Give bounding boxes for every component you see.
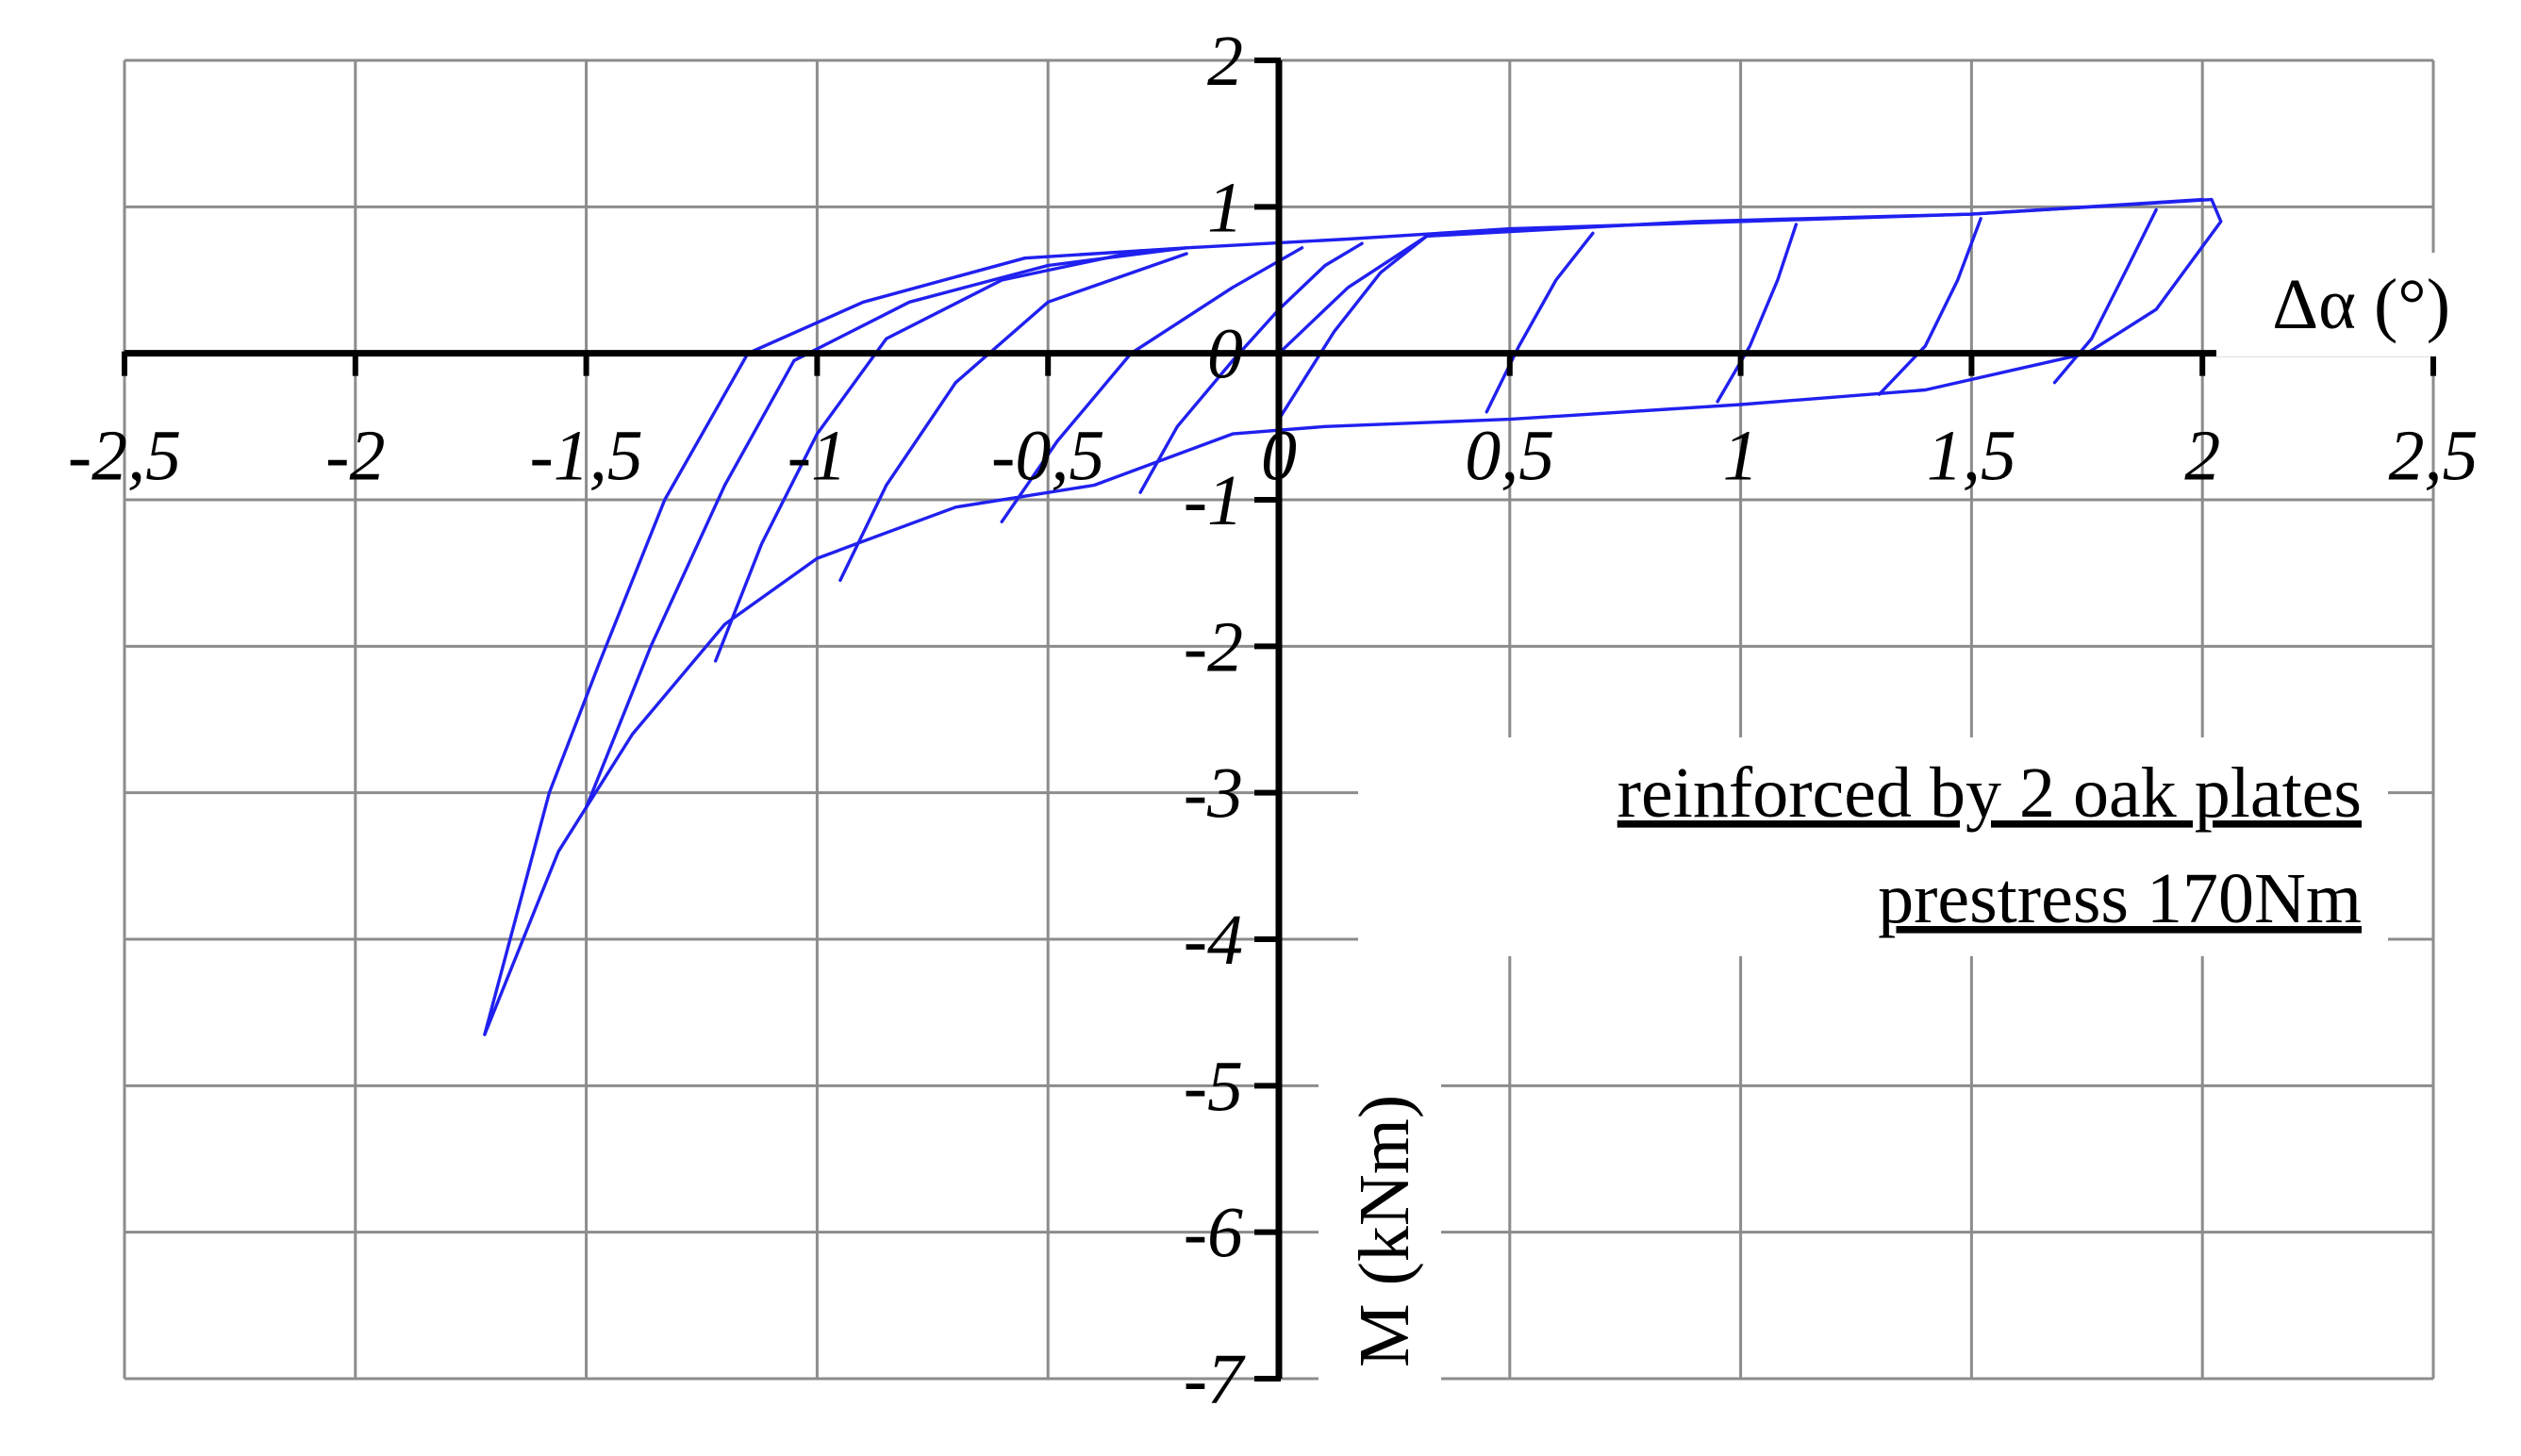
- y-tick-label-9: -7: [1184, 1340, 1246, 1419]
- x-tick-label-3: -1: [788, 417, 847, 496]
- y-tick-label-1: 1: [1207, 168, 1243, 247]
- series-2-line: [483, 197, 2204, 1036]
- annotation-line-2: prestress 170Nm: [1878, 859, 2362, 938]
- x-tick-label-8: 1,5: [1927, 417, 2016, 496]
- x-tick-label-0: -2,5: [68, 417, 181, 496]
- x-tick-label-7: 1: [1723, 417, 1759, 496]
- series-11-line: [1877, 217, 1982, 396]
- x-axis-title-background: [2216, 253, 2480, 356]
- tick-labels: -2,5 -2 -1,5 -1 -0,5 0 0,5 1 1,5 2 2,5210-1-2-3-4-…: [68, 22, 2479, 1419]
- x-axis-title: Δα (°): [2272, 265, 2450, 344]
- x-tick-label-5: 0: [1261, 417, 1297, 496]
- series-4-line: [714, 249, 1142, 663]
- x-tick-label-1: -2: [325, 417, 385, 496]
- x-tick-label-10: 2,5: [2389, 417, 2479, 496]
- y-tick-label-0: 2: [1207, 22, 1243, 101]
- x-tick-label-2: -1,5: [529, 417, 642, 496]
- series-5-line: [838, 252, 1188, 583]
- series-10-line: [1716, 223, 1799, 404]
- hysteresis-curves: [483, 197, 2223, 1036]
- y-axis-title: M (kNm): [1345, 1095, 1424, 1367]
- annotation-background: [1358, 737, 2388, 956]
- series-7-line: [1138, 241, 1364, 494]
- y-tick-label-7: -5: [1184, 1047, 1243, 1126]
- y-axis-title-background: [1319, 990, 1441, 1405]
- y-tick-label-6: -4: [1184, 901, 1243, 980]
- y-tick-label-3: -1: [1184, 461, 1243, 540]
- x-tick-label-4: -0,5: [991, 417, 1104, 496]
- y-tick-label-2: 0: [1207, 315, 1243, 394]
- y-tick-label-5: -3: [1184, 754, 1243, 834]
- x-tick-label-9: 2: [2184, 417, 2220, 496]
- series-12-line: [2052, 207, 2158, 385]
- series-3-line: [584, 246, 1188, 809]
- annotation-line-1: reinforced by 2 oak plates: [1617, 753, 2362, 833]
- series-9-line: [1484, 231, 1595, 414]
- x-tick-label-6: 0,5: [1465, 417, 1554, 496]
- series-8-line: [1277, 234, 1429, 422]
- y-tick-label-4: -2: [1184, 607, 1243, 687]
- y-tick-label-8: -6: [1184, 1194, 1243, 1273]
- axes: [122, 58, 2436, 1382]
